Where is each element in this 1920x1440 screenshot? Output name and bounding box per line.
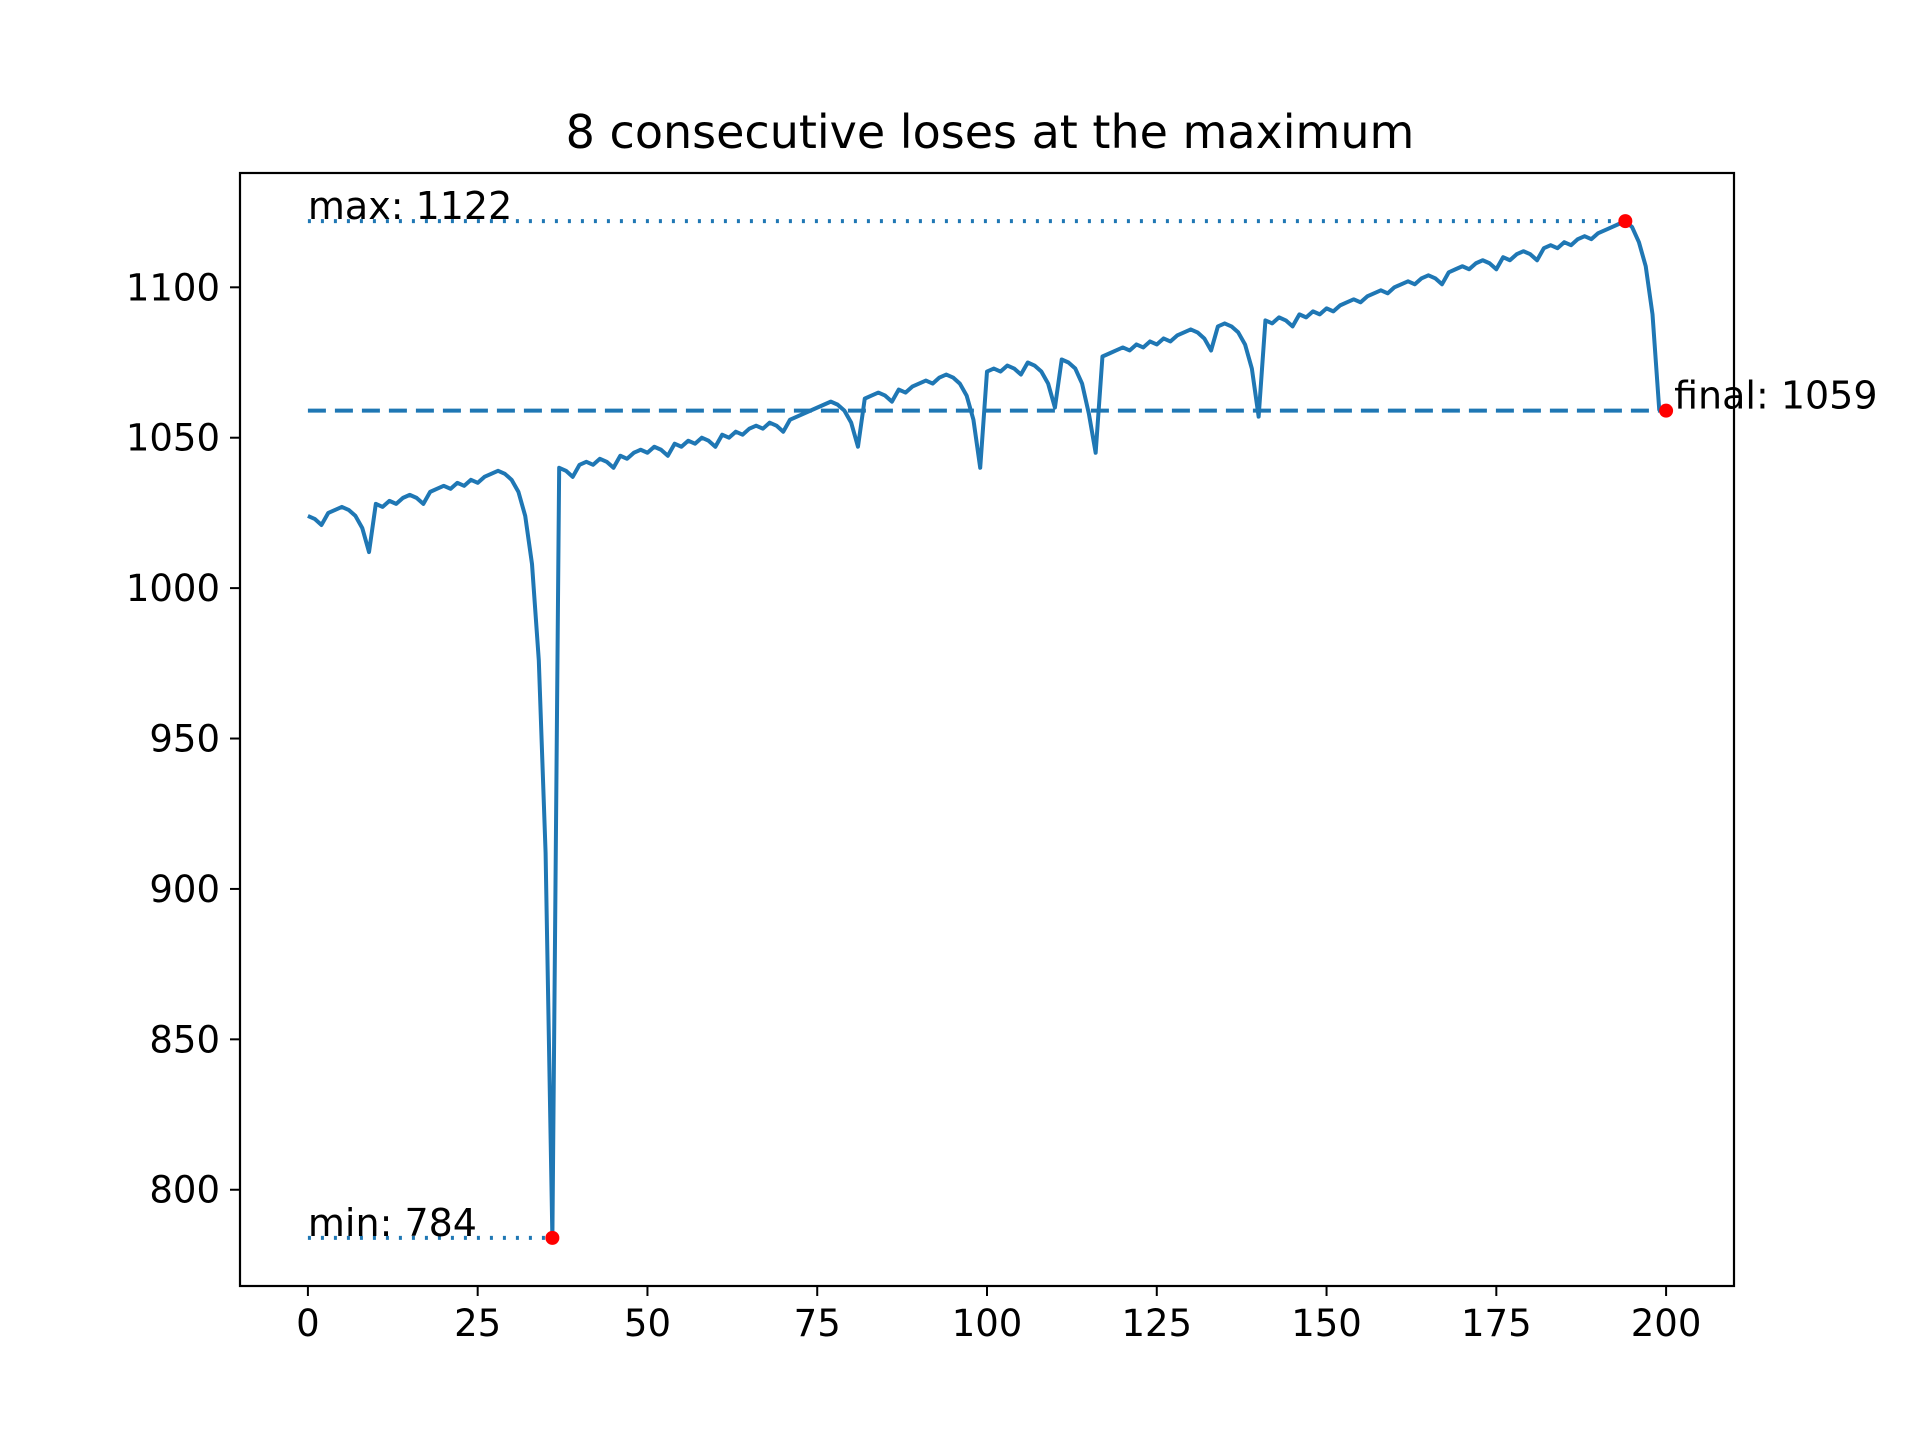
y-tick-label: 900 — [149, 868, 220, 911]
y-tick-label: 950 — [149, 718, 220, 761]
x-tick-label: 75 — [794, 1302, 841, 1345]
y-tick-label: 850 — [149, 1018, 220, 1061]
x-tick-label: 125 — [1121, 1302, 1192, 1345]
x-tick-label: 175 — [1461, 1302, 1532, 1345]
annotation-marker — [1618, 214, 1633, 229]
y-tick-label: 1050 — [126, 417, 220, 460]
annotations: max: 1122 min: 784 final: 1059 — [308, 184, 1878, 1245]
annotation-label-max: max: 1122 — [308, 184, 512, 228]
annotation-marker — [545, 1230, 560, 1245]
annotation-label-final: final: 1059 — [1674, 374, 1877, 418]
x-tick-label: 200 — [1631, 1302, 1702, 1345]
y-tick-label: 800 — [149, 1169, 220, 1212]
y-tick-label: 1000 — [126, 567, 220, 610]
x-tick-label: 50 — [624, 1302, 671, 1345]
x-tick-label: 100 — [952, 1302, 1023, 1345]
axis-ticks: 0 25 50 75 100 125 150 175 200 800 850 900 950 1000 10… — [126, 266, 1702, 1345]
x-tick-label: 150 — [1291, 1302, 1362, 1345]
chart-title: 8 consecutive loses at the maximum — [566, 105, 1415, 159]
x-tick-label: 25 — [454, 1302, 501, 1345]
x-tick-label: 0 — [296, 1302, 320, 1345]
axes-frame — [238, 171, 1736, 1288]
plot-area — [307, 219, 1667, 1240]
annotation-marker — [1659, 403, 1674, 418]
series-line — [307, 219, 1662, 1240]
annotation-label-min: min: 784 — [308, 1201, 477, 1245]
y-tick-label: 1100 — [126, 266, 220, 309]
